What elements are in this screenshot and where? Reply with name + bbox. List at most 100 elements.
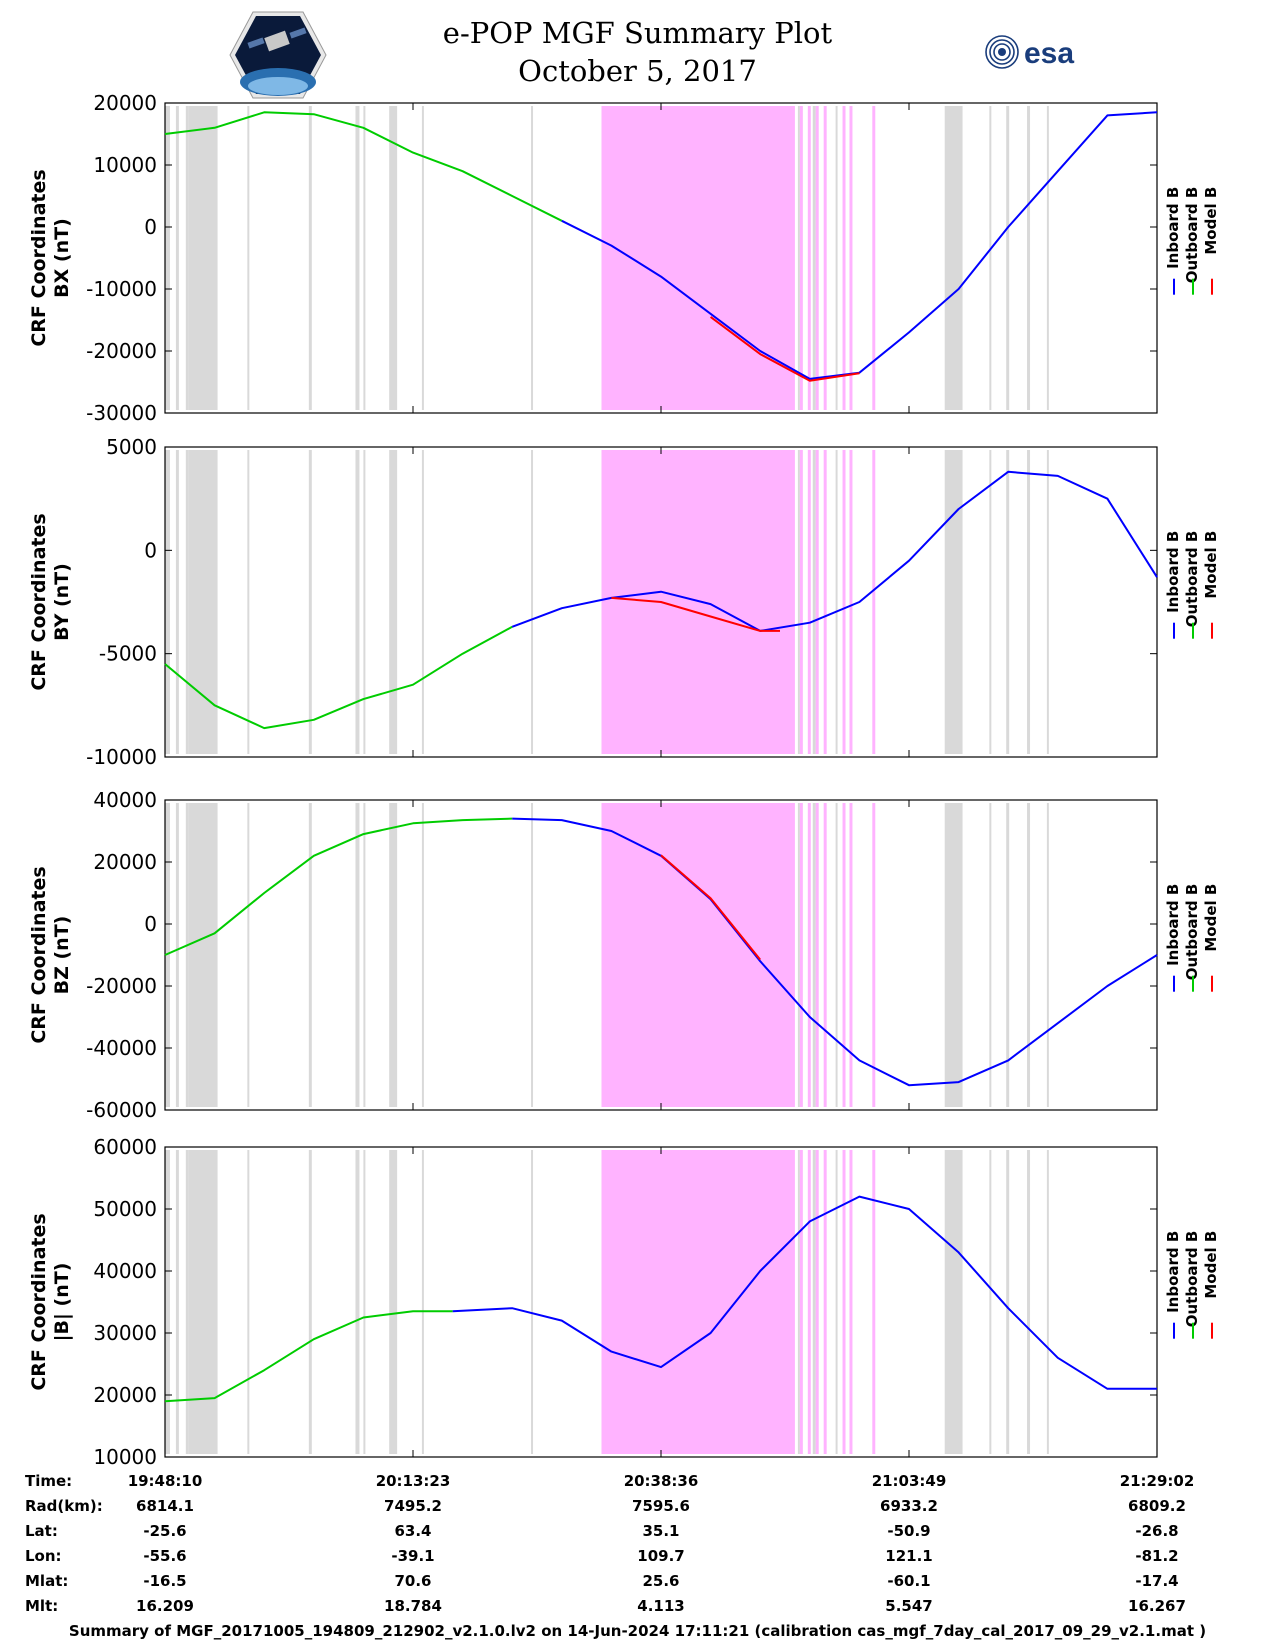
gray-band-6	[355, 1150, 360, 1454]
gray-band-19	[1027, 106, 1031, 410]
gray-band-20	[1046, 803, 1049, 1107]
legend-label-outboard-b: Outboard B	[1183, 884, 1201, 981]
gray-band-1	[175, 450, 179, 754]
gray-band-13	[797, 106, 800, 410]
gray-band-17	[989, 803, 992, 1107]
gray-band-10	[531, 450, 534, 754]
series-model-b	[611, 596, 780, 632]
gray-band-3	[188, 803, 218, 1107]
magenta-band-3	[815, 450, 819, 754]
panel-3: 40000 20000 0 -20000 -40000 -60000 CRF Coordin…	[28, 788, 1220, 1122]
gray-band-15	[835, 106, 838, 410]
y-axis-label-line2: BZ (nT)	[51, 916, 73, 995]
gray-band-18	[1006, 106, 1010, 410]
gray-band-9	[421, 1150, 424, 1454]
gray-band-20	[1046, 1150, 1049, 1454]
magenta-band-1	[799, 1150, 803, 1454]
magenta-band-5	[842, 106, 846, 410]
gray-band-2	[185, 106, 189, 410]
magenta-band-7	[872, 106, 876, 410]
magenta-band-2	[807, 803, 811, 1107]
magenta-band-3	[815, 1150, 819, 1454]
gray-band-19	[1027, 450, 1031, 754]
gray-band-13	[797, 803, 800, 1107]
magenta-band-2	[807, 106, 811, 410]
gray-band-5	[308, 106, 312, 410]
gray-band-18	[1006, 450, 1010, 754]
gray-band-7	[363, 1150, 366, 1454]
panel-2: 5000 0 -5000 -10000 CRF Coordinates BY (nT) In…	[28, 435, 1220, 769]
gray-band-15	[835, 803, 838, 1107]
gray-band-20	[1046, 106, 1049, 410]
magenta-band-6	[849, 106, 853, 410]
gray-band-4	[247, 1150, 250, 1454]
gray-band-5	[308, 450, 312, 754]
y-tick-label: -30000	[86, 401, 157, 425]
gray-band-10	[531, 106, 534, 410]
y-tick-label: 60000	[93, 1135, 157, 1159]
series-outboard-b	[164, 625, 513, 730]
y-tick-label: -20000	[86, 974, 157, 998]
magenta-band-2	[807, 1150, 811, 1454]
legend-label-inboard-b: Inboard B	[1164, 531, 1182, 613]
y-tick-label: 0	[144, 215, 157, 239]
series-inboard-b	[512, 817, 1158, 1087]
gray-band-6	[355, 106, 360, 410]
magenta-band-5	[842, 803, 846, 1107]
legend-label-outboard-b: Outboard B	[1183, 1231, 1201, 1328]
y-tick-label: 40000	[93, 788, 157, 812]
gray-band-16	[944, 106, 963, 410]
gray-band-17	[989, 1150, 992, 1454]
footer-summary: Summary of MGF_20171005_194809_212902_v2…	[68, 1622, 1207, 1640]
gray-band-14	[812, 1150, 816, 1454]
y-tick-label: 0	[144, 912, 157, 936]
y-tick-label: -40000	[86, 1036, 157, 1060]
gray-band-13	[797, 1150, 800, 1454]
magenta-band-2	[807, 450, 811, 754]
gray-band-0	[165, 1150, 170, 1454]
legend-label-inboard-b: Inboard B	[1164, 1231, 1182, 1313]
magenta-band-4	[823, 106, 827, 410]
gray-band-8	[389, 803, 398, 1107]
y-tick-label: 20000	[93, 91, 157, 115]
legend-label-outboard-b: Outboard B	[1183, 531, 1201, 628]
gray-band-7	[363, 106, 366, 410]
gray-band-17	[989, 106, 992, 410]
gray-band-1	[175, 106, 179, 410]
magenta-band-1	[799, 450, 803, 754]
y-axis-label-line2: |B| (nT)	[51, 1263, 73, 1342]
gray-band-8	[389, 450, 398, 754]
gray-band-0	[165, 106, 170, 410]
legend-label-inboard-b: Inboard B	[1164, 187, 1182, 269]
y-tick-label: 5000	[106, 435, 157, 459]
y-tick-label: 30000	[93, 1321, 157, 1345]
title-line-2: October 5, 2017	[518, 54, 757, 88]
series-outboard-b	[164, 1310, 453, 1403]
y-tick-label: -10000	[86, 277, 157, 301]
y-axis-label-line1: CRF Coordinates	[28, 1213, 50, 1390]
gray-band-9	[421, 106, 424, 410]
series-inboard-b	[511, 470, 1158, 632]
esa-logo: esa	[985, 35, 1074, 70]
gray-band-0	[165, 450, 170, 754]
gray-band-14	[812, 803, 816, 1107]
y-axis-label-line1: CRF Coordinates	[28, 169, 50, 346]
series-model-b	[660, 854, 761, 961]
magenta-band-1	[799, 803, 803, 1107]
gray-band-2	[185, 803, 189, 1107]
legend-label-model-b: Model B	[1202, 187, 1220, 255]
gray-band-6	[355, 450, 360, 754]
magenta-band-6	[849, 450, 853, 754]
series-outboard-b	[164, 817, 513, 956]
y-tick-label: 20000	[93, 850, 157, 874]
gray-band-7	[363, 803, 366, 1107]
gray-band-8	[389, 1150, 398, 1454]
legend-label-outboard-b: Outboard B	[1183, 187, 1201, 284]
legend-label-model-b: Model B	[1202, 1231, 1220, 1299]
y-tick-label: 10000	[93, 1445, 157, 1469]
gray-band-9	[421, 803, 424, 1107]
gray-band-2	[185, 1150, 189, 1454]
magenta-band-7	[872, 1150, 876, 1454]
magenta-band-5	[842, 450, 846, 754]
magenta-band-0	[601, 1150, 795, 1454]
